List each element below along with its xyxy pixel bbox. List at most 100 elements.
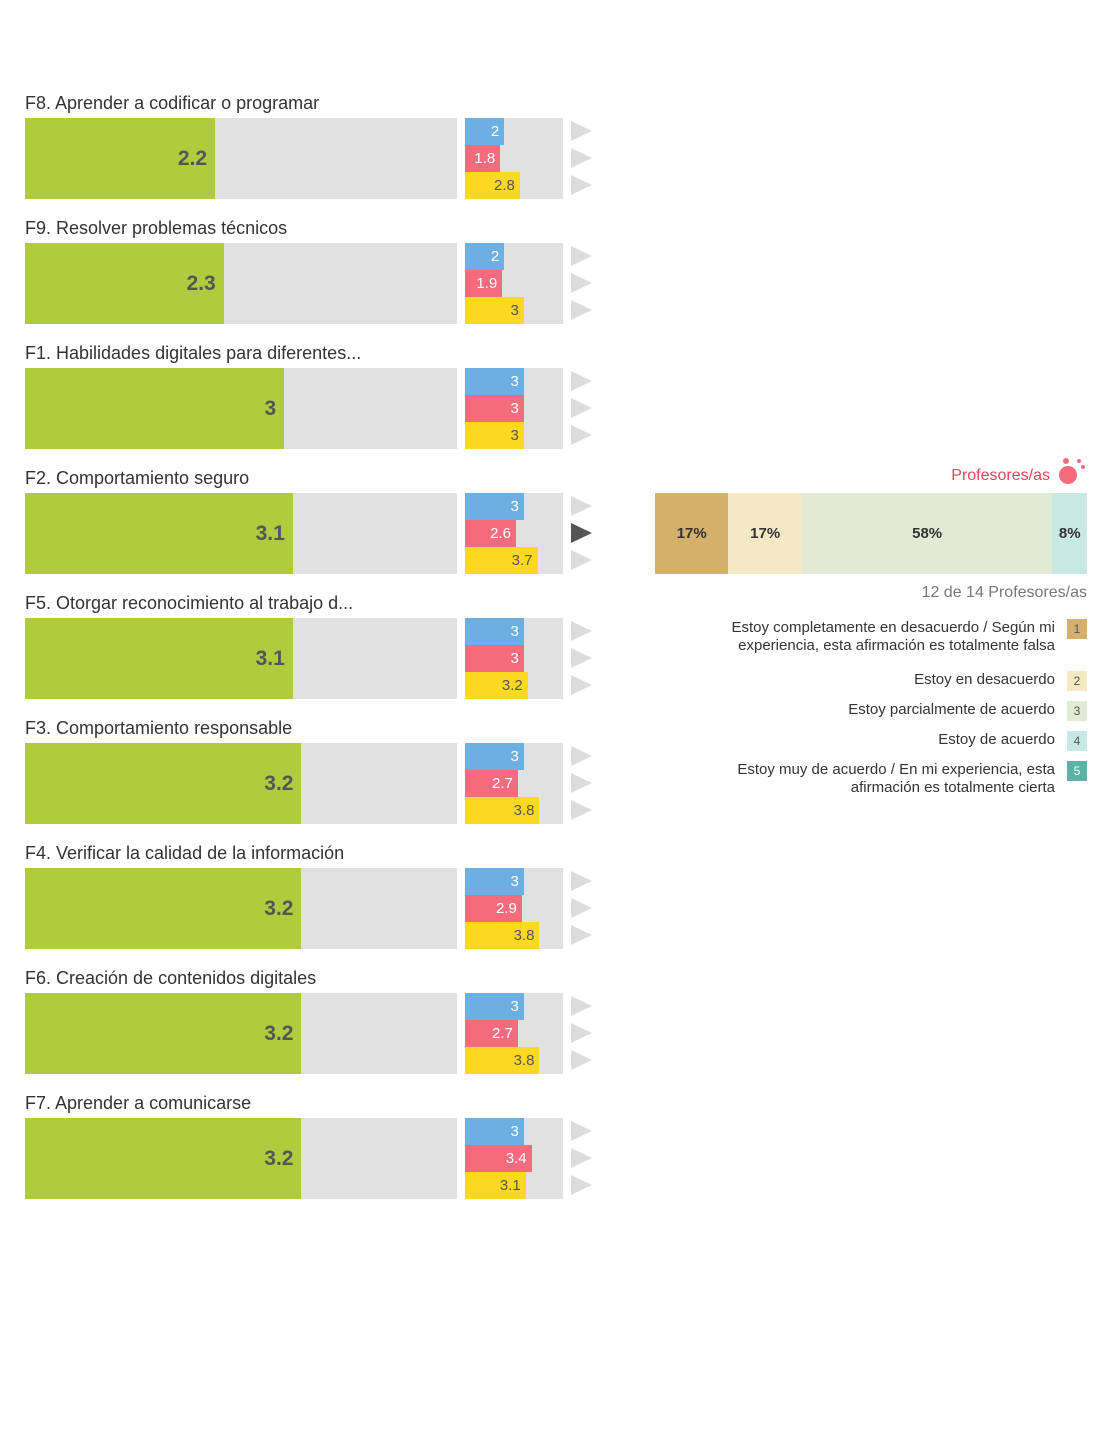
chart-row[interactable]: F7. Aprender a comunicarse 3.2 3 3.4 3.1 [0,1093,620,1208]
sub-bar: 3.8 [465,922,540,949]
sub-bar-label: 3 [510,498,519,515]
main-bar-label: 3.2 [264,772,294,795]
legend-text: Estoy completamente en desacuerdo / Segú… [731,619,1055,654]
main-bar-label: 3.2 [264,1022,294,1045]
sub-bar-label: 2.9 [495,900,517,917]
sub-bar-track: 2.6 [465,520,563,547]
row-title: F9. Resolver problemas técnicos [25,218,288,238]
triangle-right-icon[interactable] [571,1148,592,1168]
sub-bar: 2 [465,243,505,270]
triangle-right-icon[interactable] [571,300,592,320]
sub-bar-track: 3 [465,395,563,422]
sub-bar-track: 3.1 [465,1172,563,1199]
sub-bar: 1.9 [465,270,503,297]
sub-bar-track: 3 [465,743,563,770]
triangle-right-icon[interactable] [571,1050,592,1070]
segment-label: 17% [676,525,707,542]
triangle-right-icon[interactable] [571,371,592,391]
chart-row[interactable]: F6. Creación de contenidos digitales 3.2 3… [0,968,620,1083]
main-bar-track: 3.2 [25,868,457,949]
triangle-right-icon[interactable] [571,648,592,668]
chart-row[interactable]: F1. Habilidades digitales para diferente… [0,343,620,458]
triangle-right-icon[interactable] [571,898,592,918]
triangle-right-icon[interactable] [571,1121,592,1141]
triangle-right-icon[interactable] [571,1175,592,1195]
sub-bar: 2.6 [465,520,516,547]
sub-bar: 3 [465,868,524,895]
triangle-right-icon[interactable] [571,996,592,1016]
triangle-right-icon[interactable] [571,925,592,945]
sub-bar-track: 2 [465,243,563,270]
main-bar-track: 2.2 [25,118,457,199]
sub-bar-track: 3 [465,645,563,672]
row-title: F7. Aprender a comunicarse [25,1093,252,1113]
main-bar: 3.2 [25,1118,302,1199]
triangle-right-icon[interactable] [571,621,592,641]
sub-bar-track: 3.2 [465,672,563,699]
triangle-right-icon[interactable] [571,871,592,891]
sub-bar-track: 3 [465,422,563,449]
sub-bar: 3 [465,743,524,770]
triangle-right-icon[interactable] [571,273,592,293]
sub-bar-track: 1.8 [465,145,563,172]
chart-row[interactable]: F2. Comportamiento seguro 3.1 3 2.6 3.7 [0,468,620,583]
sub-bar: 3 [465,1118,524,1145]
sub-bar-track: 2.9 [465,895,563,922]
chart-row[interactable]: F8. Aprender a codificar o programar 2.2 2… [0,93,620,208]
triangle-right-icon[interactable] [571,425,592,445]
sub-bar: 1.8 [465,145,501,172]
triangle-right-icon[interactable] [571,675,592,695]
main-bar-label: 3 [264,397,277,420]
sub-bar-label: 3.2 [501,677,523,694]
sub-bar-track: 1.9 [465,270,563,297]
triangle-right-icon[interactable] [571,746,592,766]
sub-bar: 3 [465,645,524,672]
sub-bar-label: 3 [510,623,519,640]
triangle-right-icon[interactable] [571,800,592,820]
triangle-right-icon[interactable] [571,1023,592,1043]
legend-text: Estoy muy de acuerdo / En mi experiencia… [737,761,1055,796]
sub-bar-track: 3 [465,618,563,645]
respondent-count: 12 de 14 Profesores/as [921,584,1087,601]
row-title: F3. Comportamiento responsable [25,718,293,738]
chart-row[interactable]: F9. Resolver problemas técnicos 2.3 2 1.9 3 [0,218,620,333]
chart-row[interactable]: F3. Comportamiento responsable 3.2 3 2.7 3.8 [0,718,620,833]
triangle-right-icon[interactable] [571,773,592,793]
chart-row[interactable]: F4. Verificar la calidad de la informaci… [0,843,620,958]
main-bar-track: 3 [25,368,457,449]
sub-bar-label: 3.8 [513,927,535,944]
triangle-right-icon[interactable] [571,523,592,543]
triangle-right-icon[interactable] [571,148,592,168]
sub-bar-label: 3.8 [513,802,535,819]
triangle-right-icon[interactable] [571,246,592,266]
legend-swatch: 4 [1067,731,1087,751]
sub-bar-label: 3.8 [513,1052,535,1069]
triangle-right-icon[interactable] [571,121,592,141]
sub-bar-track: 3 [465,368,563,395]
sub-bar-label: 3 [510,1123,519,1140]
legend-swatch: 5 [1067,761,1087,781]
sub-bar-label: 1.9 [476,275,498,292]
chart-row[interactable]: F5. Otorgar reconocimiento al trabajo d.… [0,593,620,708]
sub-bar: 2.7 [465,1020,518,1047]
sub-bar: 2.7 [465,770,518,797]
sub-bar-label: 3 [510,873,519,890]
row-title: F6. Creación de contenidos digitales [25,968,317,988]
sub-bar: 3.4 [465,1145,532,1172]
sub-bar: 3.1 [465,1172,526,1199]
triangle-right-icon[interactable] [571,550,592,570]
main-bar-label: 2.2 [177,147,208,170]
triangle-right-icon[interactable] [571,496,592,516]
sub-bar-label: 2.7 [492,1025,513,1042]
legend-text: Estoy en desacuerdo [914,671,1055,688]
sub-bar: 2 [465,118,505,145]
sub-bar-track: 3.8 [465,922,563,949]
sub-bar-track: 2 [465,118,563,145]
sub-bar-track: 2.7 [465,1020,563,1047]
main-bar-track: 3.2 [25,993,457,1074]
segment-label: 8% [1058,525,1081,542]
triangle-right-icon[interactable] [571,398,592,418]
triangle-right-icon[interactable] [571,175,592,195]
sub-bar-label: 3.1 [499,1177,521,1194]
segment-label: 58% [912,525,943,542]
